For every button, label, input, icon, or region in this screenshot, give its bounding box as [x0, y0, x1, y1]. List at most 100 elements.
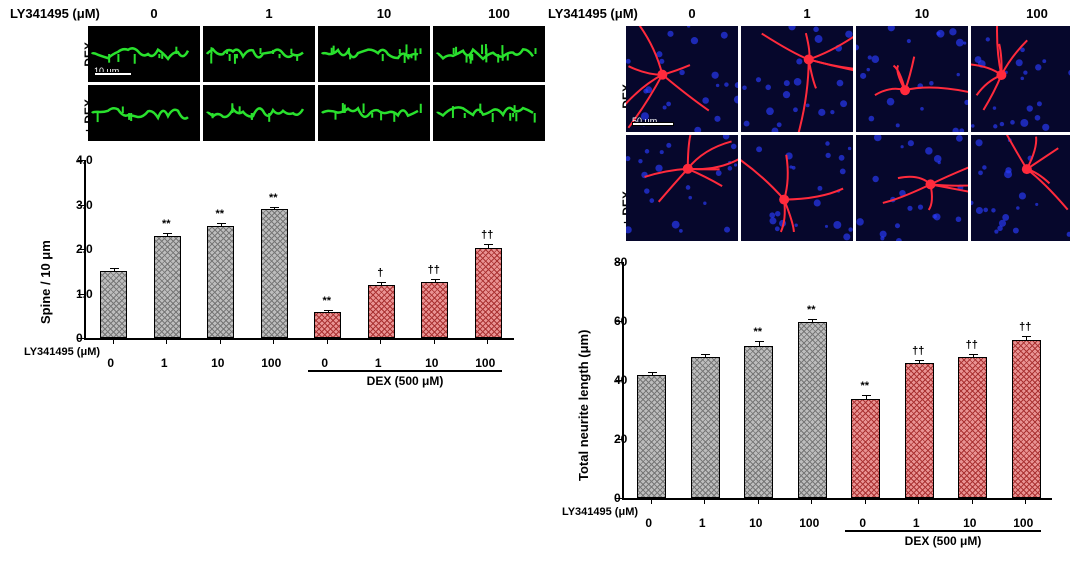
- x-tick: [918, 498, 919, 504]
- conc-label: 100: [479, 6, 519, 21]
- significance-marker: ††: [912, 345, 924, 357]
- bar: [691, 357, 720, 498]
- x-tick-label: 1: [913, 516, 920, 530]
- bar: [958, 357, 987, 498]
- left-bar-chart: Spine / 10 μm 01.02.03.04.0********†††††…: [24, 154, 526, 394]
- dendrite-image: [88, 85, 200, 141]
- significance-marker: **: [322, 295, 331, 307]
- left-panel: LY341495 (μM) - DEX + DEX 10 μm Spine / …: [10, 4, 530, 560]
- significance-marker: ††: [1019, 321, 1031, 333]
- conc-label: 100: [1017, 6, 1057, 21]
- neuron-image: [971, 26, 1070, 132]
- x-tick-label: 1: [161, 356, 168, 370]
- x-tick: [434, 338, 435, 344]
- right-dex-label: DEX (500 μM): [905, 534, 982, 548]
- neuron-image: [626, 135, 738, 241]
- conc-label: 0: [134, 6, 174, 21]
- x-tick-label: 0: [107, 356, 114, 370]
- dendrite-image: 10 μm: [88, 26, 200, 82]
- significance-marker: **: [753, 326, 762, 338]
- bar: [905, 363, 934, 498]
- x-tick-label: 100: [475, 356, 495, 370]
- neuron-image: 50 μm: [626, 26, 738, 132]
- x-tick-label: 10: [425, 356, 438, 370]
- figure-page: LY341495 (μM) - DEX + DEX 10 μm Spine / …: [0, 0, 1070, 564]
- x-tick: [380, 338, 381, 344]
- conc-label: 1: [787, 6, 827, 21]
- x-tick-label: 10: [963, 516, 976, 530]
- dendrite-image: [433, 26, 545, 82]
- bar: [100, 271, 127, 338]
- x-tick-label: 100: [261, 356, 281, 370]
- significance-marker: **: [162, 218, 171, 230]
- right-ylabel: Total neurite length (μm): [576, 330, 591, 481]
- bar: [154, 236, 181, 338]
- x-tick: [704, 498, 705, 504]
- dendrite-image: [433, 85, 545, 141]
- x-tick-label: 1: [375, 356, 382, 370]
- x-tick: [811, 498, 812, 504]
- neuron-image: [856, 26, 968, 132]
- significance-marker: **: [860, 380, 869, 392]
- x-tick: [758, 498, 759, 504]
- left-dex-label: DEX (500 μM): [367, 374, 444, 388]
- dendrite-image: [318, 85, 430, 141]
- x-tick-label: 0: [645, 516, 652, 530]
- dendrite-image: [203, 85, 315, 141]
- left-plot-area: 01.02.03.04.0********†††††: [84, 160, 514, 340]
- x-tick-label: 0: [859, 516, 866, 530]
- significance-marker: ††: [966, 339, 978, 351]
- conc-label: 0: [672, 6, 712, 21]
- bar: [368, 285, 395, 338]
- x-tick-label: 100: [799, 516, 819, 530]
- right-compound-label: LY341495 (μM): [548, 6, 638, 21]
- x-tick-label: 1: [699, 516, 706, 530]
- right-panel: LY341495 (μM) - DEX + DEX 50 μm Total ne…: [548, 4, 1064, 560]
- x-tick: [487, 338, 488, 344]
- bar: [851, 399, 880, 498]
- significance-marker: **: [269, 192, 278, 204]
- scale-bar: 10 μm: [94, 66, 119, 76]
- bar: [1012, 340, 1041, 498]
- left-micro-grid: 10 μm: [88, 26, 545, 141]
- conc-label: 10: [902, 6, 942, 21]
- x-tick-label: 10: [749, 516, 762, 530]
- bar: [798, 322, 827, 498]
- x-tick: [220, 338, 221, 344]
- neuron-image: [971, 135, 1070, 241]
- x-tick: [651, 498, 652, 504]
- right-dex-underline: [845, 530, 1040, 532]
- x-tick-label: 0: [321, 356, 328, 370]
- x-tick: [166, 338, 167, 344]
- conc-label: 10: [364, 6, 404, 21]
- scale-bar: 50 μm: [632, 116, 657, 126]
- significance-marker: **: [807, 304, 816, 316]
- x-tick-label: 10: [211, 356, 224, 370]
- right-bar-chart: Total neurite length (μm) 020406080*****…: [562, 256, 1064, 554]
- left-compound-label: LY341495 (μM): [10, 6, 100, 21]
- neuron-image: [856, 135, 968, 241]
- significance-marker: ††: [428, 264, 440, 276]
- x-tick: [972, 498, 973, 504]
- neuron-image: [741, 135, 853, 241]
- conc-label: 1: [249, 6, 289, 21]
- significance-marker: **: [215, 208, 224, 220]
- x-tick: [1025, 498, 1026, 504]
- bar: [207, 226, 234, 338]
- left-xaxis-title: LY341495 (μM): [24, 346, 100, 358]
- left-dex-underline: [308, 370, 501, 372]
- bar: [475, 248, 502, 338]
- neuron-image: [741, 26, 853, 132]
- right-plot-area: 020406080******††††††: [622, 262, 1052, 500]
- x-tick: [327, 338, 328, 344]
- dendrite-image: [203, 26, 315, 82]
- bar: [744, 346, 773, 498]
- x-tick: [113, 338, 114, 344]
- bar: [261, 209, 288, 338]
- significance-marker: ††: [481, 229, 493, 241]
- significance-marker: †: [377, 267, 383, 279]
- x-tick-label: 100: [1013, 516, 1033, 530]
- x-tick: [865, 498, 866, 504]
- right-xaxis-title: LY341495 (μM): [562, 506, 638, 518]
- x-tick: [273, 338, 274, 344]
